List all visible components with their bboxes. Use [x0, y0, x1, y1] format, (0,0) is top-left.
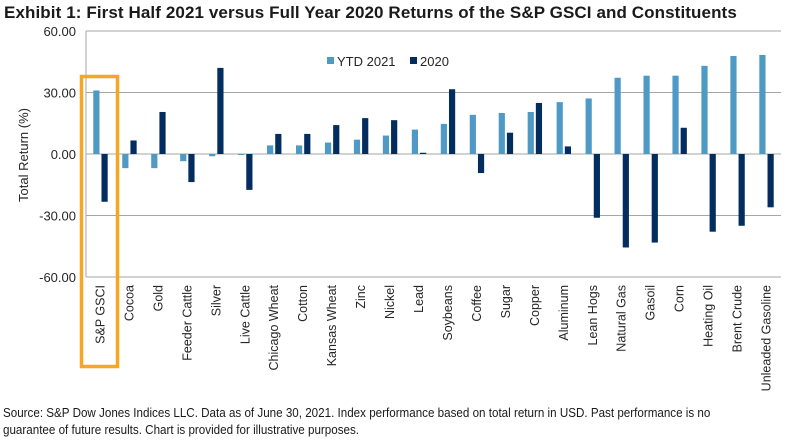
x-tick-label-lead: Lead	[412, 285, 426, 313]
legend-swatch-2020	[410, 57, 417, 64]
bar-ytd-2021-sugar	[498, 113, 505, 154]
bar-ytd-2021-natural-gas	[614, 77, 621, 154]
x-tick-label-soybeans: Soybeans	[441, 285, 455, 341]
bar-ytd-2021-feeder-cattle	[180, 154, 187, 162]
x-tick-label-copper: Copper	[528, 285, 542, 326]
bar-2020-cocoa	[130, 140, 137, 154]
bar-ytd-2021-zinc	[353, 139, 361, 154]
bar-2020-kansas-wheat	[333, 125, 340, 154]
bar-2020-brent-crude	[738, 154, 745, 226]
bar-ytd-2021-kansas-wheat	[324, 142, 332, 154]
x-tick-label-zinc: Zinc	[354, 285, 368, 309]
x-tick-label-feeder-cattle: Feeder Cattle	[180, 285, 194, 361]
bar-ytd-2021-brent-crude	[730, 56, 737, 155]
x-tick-label-live-cattle: Live Cattle	[238, 285, 252, 344]
bar-ytd-2021-nickel	[382, 135, 390, 154]
legend-label-2020: 2020	[420, 54, 449, 69]
bar-2020-gasoil	[651, 154, 658, 243]
x-tick-label-silver: Silver	[209, 285, 223, 316]
x-tick-label-unleaded-gasoline: Unleaded Gasoline	[760, 285, 774, 391]
x-tick-label-coffee: Coffee	[470, 285, 484, 322]
bar-ytd-2021-cocoa	[122, 154, 129, 169]
x-tick-label-lean-hogs: Lean Hogs	[586, 285, 600, 345]
bar-2020-copper	[535, 102, 543, 154]
legend: YTD 2021 2020	[327, 54, 449, 69]
x-tick-label-aluminum: Aluminum	[557, 285, 571, 341]
bar-ytd-2021-cotton	[295, 145, 303, 154]
x-tick-label-gasoil: Gasoil	[644, 285, 658, 320]
x-axis-labels: S&P GSCI Cocoa Gold Feeder Cattle Silver Live…	[94, 284, 774, 391]
bar-2020-sp-gsci	[101, 154, 108, 202]
x-tick-label-kansas-wheat: Kansas Wheat	[325, 284, 339, 366]
bar-ytd-2021-lean-hogs	[585, 98, 592, 154]
bar-ytd-2021-copper	[527, 111, 534, 154]
bar-2020-sugar	[506, 132, 514, 154]
bar-ytd-2021-silver	[209, 154, 216, 157]
bar-ytd-2021-lead	[411, 129, 419, 154]
x-tick-label-nickel: Nickel	[383, 285, 397, 319]
bar-2020-unleaded-gasoline	[767, 154, 774, 208]
y-tick-label: 60.00	[43, 24, 76, 39]
source-footnote: Source: S&P Dow Jones Indices LLC. Data …	[3, 406, 711, 437]
x-tick-label-natural-gas: Natural Gas	[615, 285, 629, 352]
bar-ytd-2021-gold	[151, 154, 158, 169]
bar-2020-lean-hogs	[593, 154, 600, 218]
y-tick-label: -30.00	[39, 209, 76, 224]
x-tick-label-sp-gsci: S&P GSCI	[94, 285, 108, 344]
y-tick-label: -60.00	[39, 270, 76, 285]
x-tick-label-cotton: Cotton	[296, 285, 310, 322]
bar-2020-coffee	[477, 154, 485, 174]
legend-label-ytd-2021: YTD 2021	[337, 54, 396, 69]
bar-2020-chicago-wheat	[275, 133, 282, 154]
bar-2020-heating-oil	[709, 154, 716, 232]
bar-ytd-2021-live-cattle	[238, 154, 245, 156]
bar-2020-live-cattle	[246, 154, 253, 190]
bar-2020-silver	[217, 67, 224, 154]
x-tick-label-corn: Corn	[673, 285, 687, 312]
bar-ytd-2021-gasoil	[643, 75, 650, 154]
bar-2020-natural-gas	[622, 154, 629, 248]
bar-ytd-2021-corn	[672, 75, 679, 154]
bar-ytd-2021-aluminum	[556, 102, 563, 154]
bar-ytd-2021-heating-oil	[701, 65, 708, 154]
chart-title: Exhibit 1: First Half 2021 versus Full Y…	[4, 3, 737, 22]
bar-2020-soybeans	[448, 89, 456, 154]
bar-2020-nickel	[391, 120, 398, 154]
bar-ytd-2021-soybeans	[440, 123, 447, 154]
bar-2020-feeder-cattle	[188, 154, 195, 183]
x-tick-label-brent-crude: Brent Crude	[731, 285, 745, 352]
bar-2020-lead	[420, 152, 427, 154]
bar-ytd-2021-chicago-wheat	[267, 145, 274, 154]
bar-chart: 60.00 30.00 0.00 -30.00 -60.00 S&P GSCI Cocoa…	[16, 24, 781, 391]
y-tick-label: 0.00	[51, 147, 76, 162]
x-tick-label-cocoa: Cocoa	[122, 285, 136, 321]
gridlines	[85, 30, 781, 278]
bar-2020-gold	[159, 111, 166, 154]
bar-2020-corn	[680, 127, 687, 154]
highlight-box-sp-gsci	[79, 74, 120, 369]
y-axis-label: Total Return (%)	[16, 108, 31, 202]
bar-2020-zinc	[362, 118, 369, 155]
bar-ytd-2021-sp-gsci	[93, 90, 100, 154]
bars	[93, 54, 774, 248]
y-axis-ticks: 60.00 30.00 0.00 -30.00 -60.00	[39, 24, 76, 285]
bar-ytd-2021-coffee	[469, 114, 476, 154]
y-tick-label: 30.00	[43, 86, 76, 101]
bar-2020-aluminum	[564, 146, 572, 154]
x-tick-label-heating-oil: Heating Oil	[702, 285, 716, 347]
x-tick-label-sugar: Sugar	[499, 285, 513, 318]
x-tick-label-gold: Gold	[151, 285, 165, 311]
bar-ytd-2021-unleaded-gasoline	[759, 54, 766, 155]
legend-swatch-ytd-2021	[327, 57, 334, 64]
bar-2020-cotton	[304, 133, 311, 154]
x-tick-label-chicago-wheat: Chicago Wheat	[267, 284, 281, 370]
